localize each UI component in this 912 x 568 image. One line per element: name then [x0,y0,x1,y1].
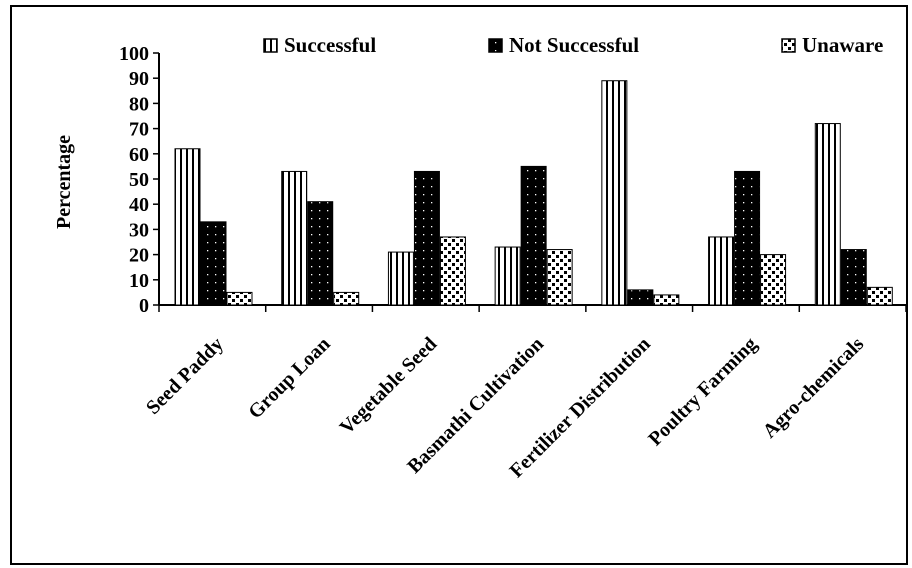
legend-swatch [263,38,278,53]
y-tick-label: 80 [129,93,149,115]
y-tick-label: 70 [129,119,149,141]
y-tick-label: 30 [129,219,149,241]
bar [601,80,628,306]
bar [653,294,680,306]
y-tick-label: 50 [129,169,149,191]
bar [333,291,360,306]
legend-swatch [781,38,796,53]
bar [387,251,414,306]
y-tick-label: 60 [129,144,149,166]
bar [439,236,466,306]
y-tick-label: 90 [129,68,149,90]
bar [734,170,761,306]
x-tick-label: Poultry Farming [644,333,761,450]
bar [520,165,547,306]
y-axis: 0 10 20 30 40 50 60 70 80 90 100 [119,43,160,317]
chart-frame: Successful Not Successful Unaware Percenta… [10,5,908,565]
y-axis-label: Percentage [53,135,75,229]
bar [174,148,201,306]
bar [307,201,334,306]
y-tick-label: 100 [119,43,149,65]
bar [281,170,308,306]
bar [814,123,841,306]
x-tick-label: Seed Paddy [142,333,228,419]
x-tick-label: Agro-chemicals [759,333,869,443]
bar [494,246,521,306]
legend-swatch [488,38,503,53]
legend: Successful Not Successful Unaware [263,33,883,57]
bar [546,249,573,306]
bar [760,254,787,306]
bar [840,249,867,306]
bar [708,236,735,306]
bar [866,286,893,306]
bar [627,289,654,306]
legend-label: Not Successful [509,33,639,57]
y-tick-label: 10 [129,270,149,292]
x-tick-label: Group Loan [244,333,334,423]
legend-label: Unaware [802,33,883,57]
legend-label: Successful [284,33,376,57]
y-tick-label: 0 [139,295,149,317]
y-tick-label: 40 [129,194,149,216]
x-axis: Seed Paddy Group Loan Vegetable SeedBasmat… [142,304,907,482]
y-tick-label: 20 [129,245,149,267]
bars [174,80,893,306]
bar [226,291,253,306]
x-tick-label: Vegetable Seed [336,333,442,439]
bar [413,170,440,306]
grouped-bar-chart: Successful Not Successful Unaware Percenta… [53,33,907,482]
bar [200,221,227,306]
